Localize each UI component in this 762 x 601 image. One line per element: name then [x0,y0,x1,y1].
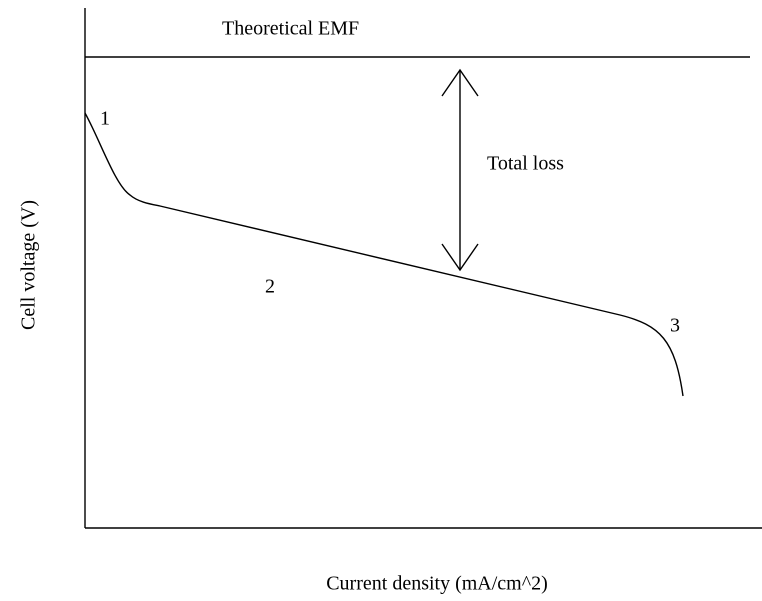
emf-label: Theoretical EMF [222,18,359,40]
arrow-head-top [441,68,479,97]
y-axis-label: Cell voltage (V) [18,200,40,330]
loss-label: Total loss [487,153,564,175]
region-label: 3 [670,315,680,337]
polarization-curve [84,112,684,397]
region-label: 2 [265,276,275,298]
arrow-head-bottom [441,243,479,272]
region-label: 1 [100,108,110,130]
x-axis-label: Current density (mA/cm^2) [326,573,548,595]
